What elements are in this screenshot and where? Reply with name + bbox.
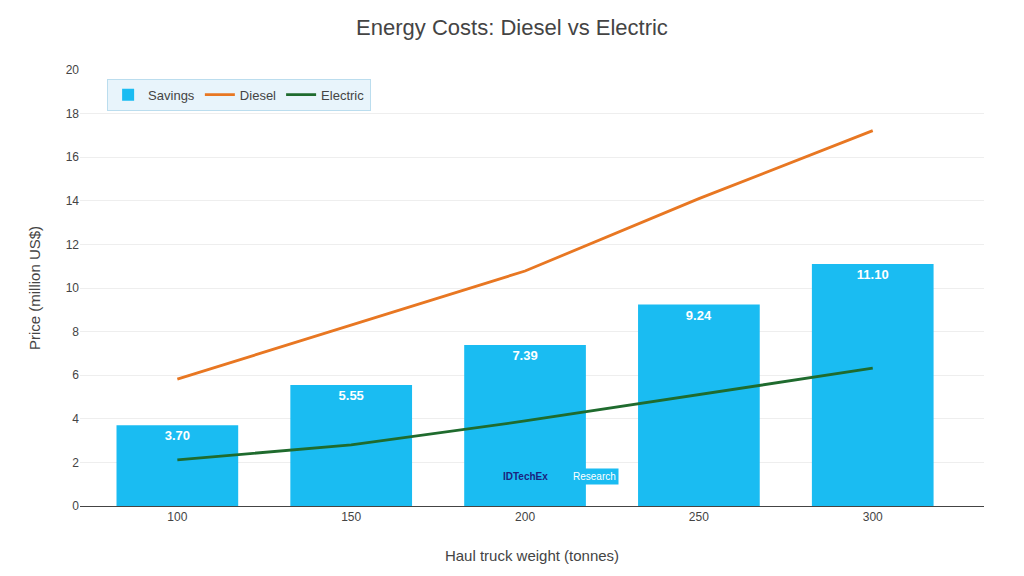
svg-text:Energy Costs: Diesel vs Electr: Energy Costs: Diesel vs Electric [356, 15, 668, 40]
svg-text:6: 6 [72, 368, 79, 382]
svg-text:300: 300 [863, 510, 883, 524]
svg-text:4: 4 [72, 412, 79, 426]
svg-text:0: 0 [72, 499, 79, 513]
svg-text:16: 16 [66, 150, 80, 164]
svg-text:Electric: Electric [321, 88, 364, 103]
svg-text:7.39: 7.39 [512, 348, 537, 363]
svg-text:150: 150 [341, 510, 361, 524]
svg-text:IDTechEx: IDTechEx [503, 471, 548, 482]
svg-text:20: 20 [66, 63, 80, 77]
svg-text:100: 100 [167, 510, 187, 524]
svg-text:Diesel: Diesel [240, 88, 276, 103]
svg-text:250: 250 [689, 510, 709, 524]
svg-text:11.10: 11.10 [857, 267, 889, 282]
svg-text:8: 8 [72, 325, 79, 339]
svg-text:Research: Research [573, 471, 616, 482]
svg-text:2: 2 [72, 456, 79, 470]
svg-text:18: 18 [66, 107, 80, 121]
svg-text:5.55: 5.55 [339, 388, 364, 403]
svg-text:200: 200 [515, 510, 535, 524]
svg-text:14: 14 [66, 194, 80, 208]
svg-text:Haul truck weight (tonnes): Haul truck weight (tonnes) [445, 547, 619, 564]
svg-text:Price (million US$): Price (million US$) [26, 226, 43, 350]
svg-text:12: 12 [66, 238, 80, 252]
svg-text:3.70: 3.70 [165, 428, 190, 443]
svg-text:Savings: Savings [148, 88, 195, 103]
svg-text:9.24: 9.24 [686, 308, 712, 323]
svg-text:10: 10 [66, 281, 80, 295]
